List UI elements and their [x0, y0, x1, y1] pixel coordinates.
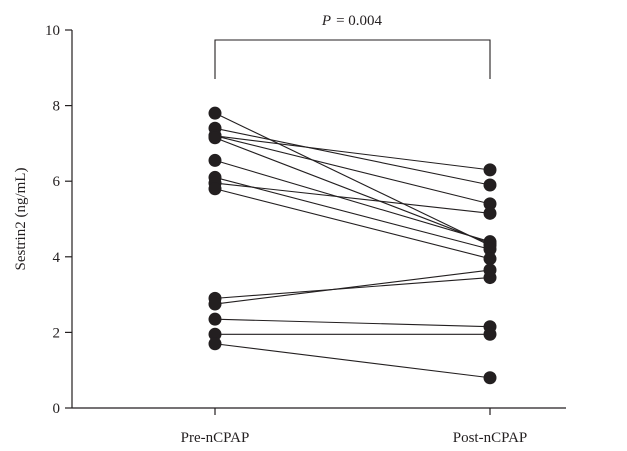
pre-ncpap-point [208, 337, 222, 351]
y-tick-label: 8 [53, 99, 61, 115]
x-ticks: Pre-nCPAP Post-nCPAP [181, 408, 528, 446]
y-tick-label: 4 [53, 250, 61, 266]
post-ncpap-point [483, 242, 497, 256]
paired-line [214, 277, 491, 299]
post-ncpap-point [483, 252, 497, 266]
paired-line [214, 135, 491, 171]
post-ncpap-point [483, 163, 497, 177]
paired-line [214, 176, 491, 250]
paired-line [214, 159, 491, 243]
paired-line [214, 188, 491, 260]
paired-line [214, 127, 491, 186]
paired-line [214, 137, 491, 245]
x-category-label: Pre-nCPAP [181, 430, 250, 446]
pre-ncpap-point [208, 106, 222, 120]
post-ncpap-point [483, 327, 497, 341]
significance-bracket [214, 39, 491, 79]
axes [71, 30, 566, 409]
y-tick-label: 6 [53, 174, 61, 190]
post-ncpap-point [483, 206, 497, 220]
paired-lines [214, 112, 491, 379]
y-tick-label: 0 [53, 401, 61, 417]
post-ncpap-point [483, 197, 497, 211]
paired-line [214, 112, 491, 246]
y-tick-label: 2 [53, 325, 61, 341]
pre-ncpap-point [208, 327, 222, 341]
pre-ncpap-point [208, 131, 222, 145]
post-ncpap-point [483, 263, 497, 277]
y-axis-title: Sestrin2 (ng/mL) [13, 168, 29, 271]
y-ticks: 0 2 4 6 8 10 [45, 23, 72, 417]
paired-line [214, 135, 491, 205]
pre-ncpap-point [208, 312, 222, 326]
p-value-label: P = 0.004 [321, 13, 383, 29]
paired-line [214, 182, 491, 214]
p-value: = 0.004 [336, 13, 382, 29]
pre-ncpap-point [208, 297, 222, 311]
significance-annotation: P = 0.004 [214, 13, 491, 79]
pre-ncpap-point [208, 182, 222, 196]
p-symbol: P [321, 13, 331, 29]
post-ncpap-point [483, 371, 497, 385]
post-ncpap-point [483, 178, 497, 192]
paired-line [214, 343, 491, 379]
pre-ncpap-point [208, 153, 222, 167]
x-category-label: Post-nCPAP [453, 430, 528, 446]
y-tick-label: 10 [45, 23, 60, 39]
paired-line [214, 269, 491, 305]
data-points [208, 106, 497, 385]
paired-line [214, 318, 491, 328]
